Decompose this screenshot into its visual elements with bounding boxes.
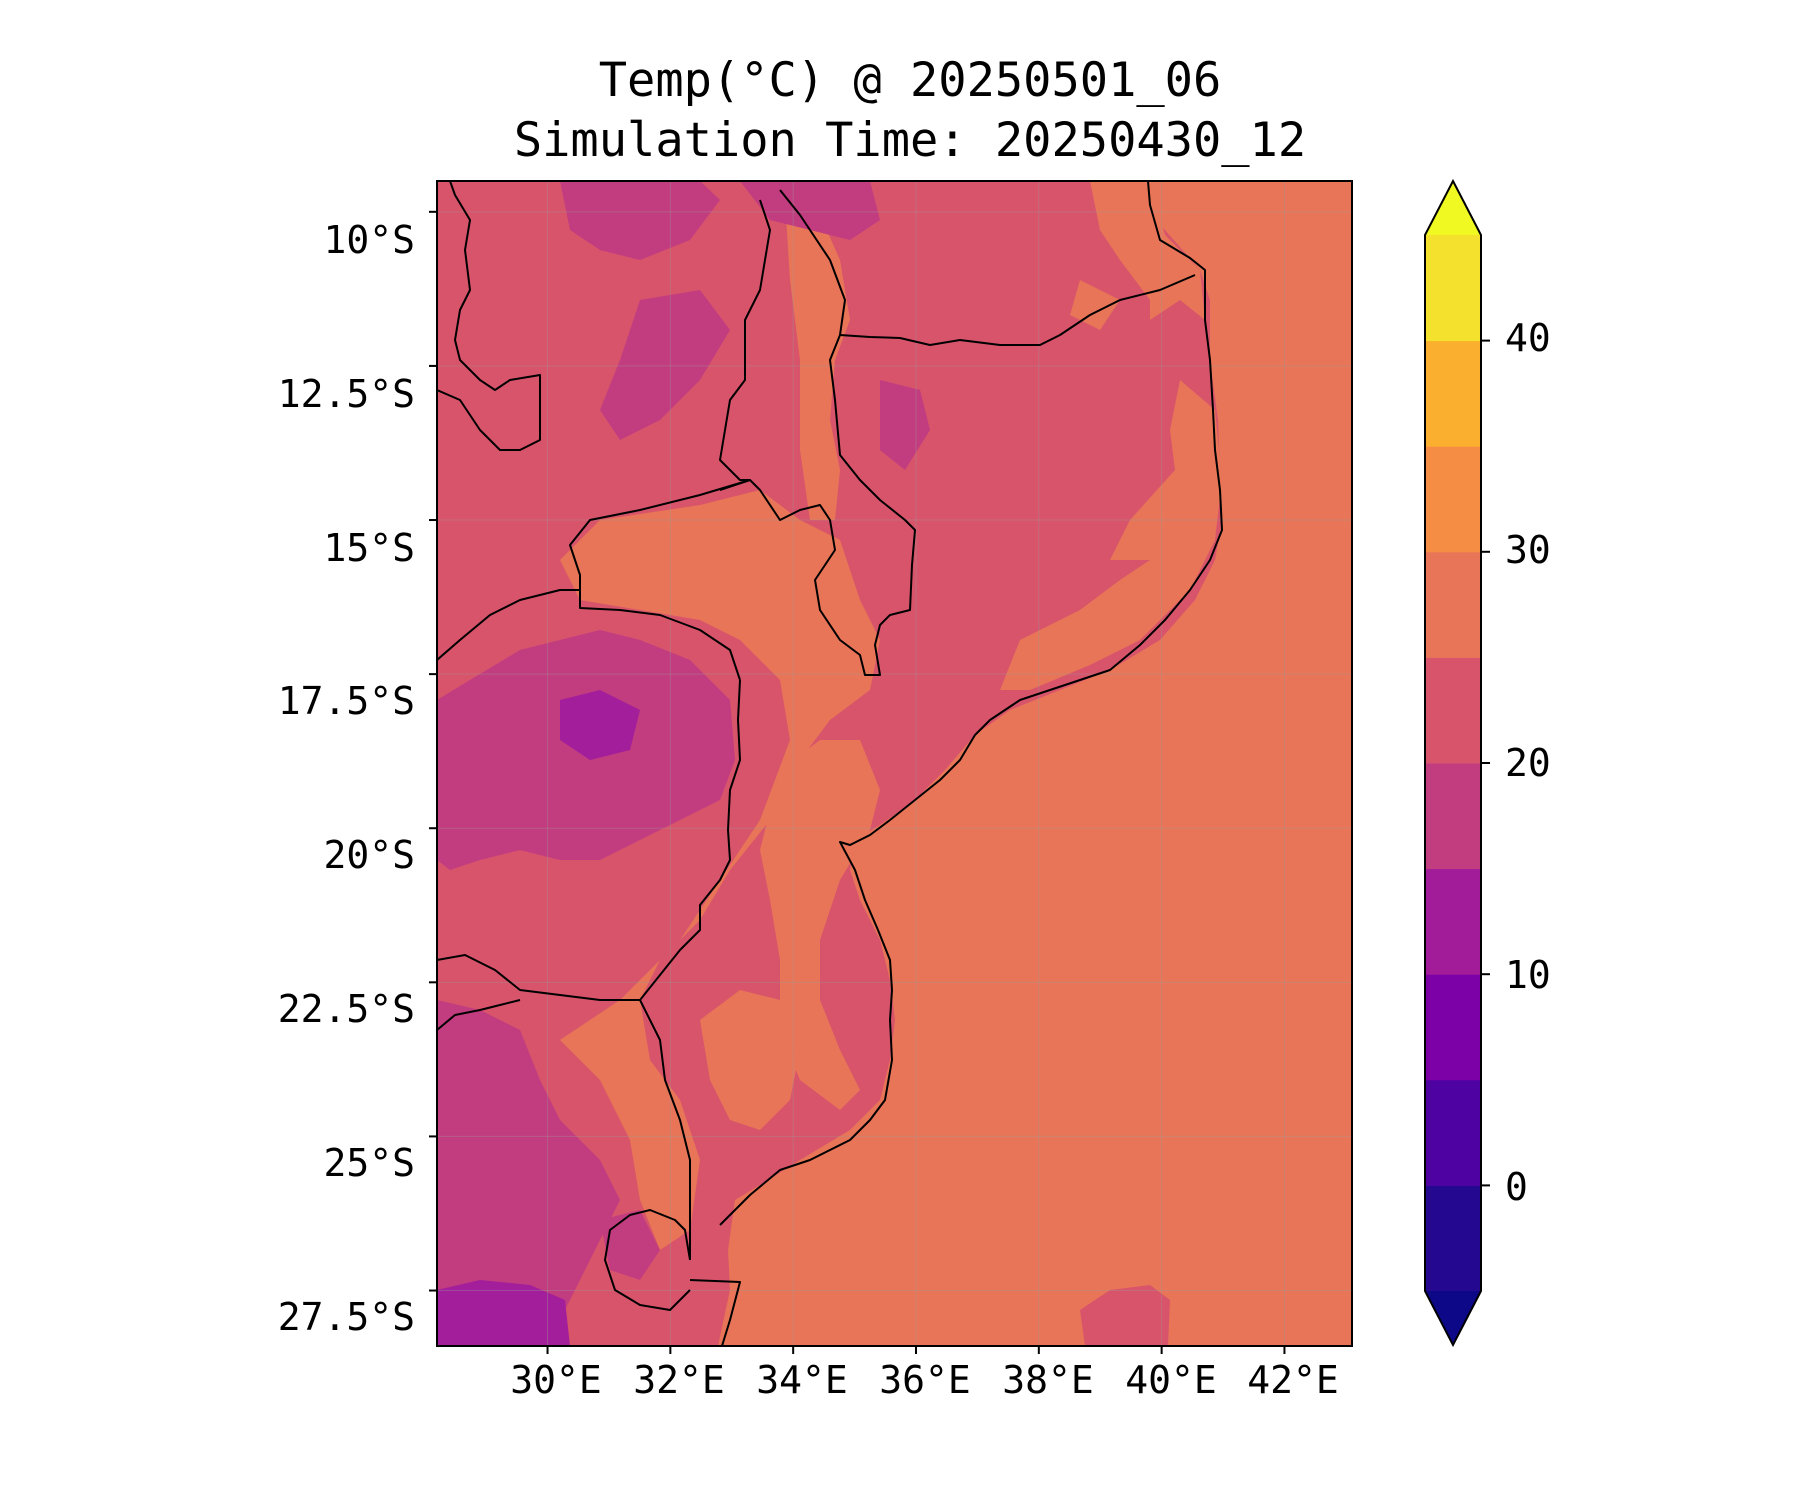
colorbar-segment [1425,551,1481,658]
border-zambia-north [437,181,541,451]
colorbar-tick-label: 10 [1505,953,1551,997]
colorbar-outline [1424,178,1482,1348]
lat-tick-label: 25°S [323,1141,415,1185]
colorbar-segment [1425,340,1481,447]
coastline [719,181,1223,1226]
lat-tick-label: 22.5°S [277,987,415,1031]
cold-southwest [437,1280,570,1346]
lon-tick-label: 42°E [1247,1358,1339,1402]
lon-tick-label: 36°E [879,1358,971,1402]
colorbar-segment [1425,868,1481,975]
map-title: Temp(°C) @ 20250501_06 [598,53,1222,108]
warm-interior-band [560,490,880,1250]
colorbar-segment [1425,1079,1481,1186]
colorbar-segment [1425,974,1481,1081]
colorbar-tick-label: 30 [1505,528,1551,572]
border-zambia-malawi [719,199,771,481]
axis-ticks [429,210,1286,1354]
colorbar-over-arrow [1425,181,1481,235]
lon-tick-label: 40°E [1125,1358,1217,1402]
border-malawi [719,189,916,676]
lat-tick-label: 17.5°S [277,679,415,723]
lon-tick-label: 30°E [510,1358,602,1402]
colorbar-under-arrow [1425,1291,1481,1345]
border-botswana [437,999,521,1031]
lat-tick-label: 15°S [323,526,415,570]
warm-valley [760,740,880,1110]
lat-tick-label: 20°S [323,833,415,877]
cool-zambia-streak [600,290,730,440]
warm-ne-patch [1070,280,1120,330]
lat-tick-label: 10°S [323,218,415,262]
colorbar-segment [1425,1185,1481,1292]
warm-coastal-belt [1000,380,1222,690]
colorbar-tick-label: 0 [1505,1165,1528,1209]
colorbar-segment [1425,657,1481,764]
border-south-africa [437,954,691,1260]
lat-tick-label: 12.5°S [277,372,415,416]
lat-tick-label: 27.5°S [277,1295,415,1339]
cool-malawi [880,380,930,470]
map-frame [436,180,1353,1347]
temperature-map [437,181,1352,1346]
lon-tick-label: 34°E [756,1358,848,1402]
cool-south [437,1000,620,1346]
cool-sea-patch [1080,1285,1170,1346]
border-mozambique-tanzania [839,274,1196,346]
borders [437,181,1223,1346]
border-zimbabwe-mozambique [639,679,741,1001]
border-eswatini [604,1209,691,1311]
map-subtitle: Simulation Time: 20250430_12 [513,113,1307,168]
colorbar-segment [1425,235,1481,342]
border-mozambique-south [689,1279,741,1346]
lon-tick-label: 32°E [633,1358,725,1402]
cool-north [560,181,720,260]
colorbar [1424,178,1490,1348]
lon-tick-label: 38°E [1002,1358,1094,1402]
border-tete-zambia [569,479,751,681]
colorbar-segment [1425,446,1481,553]
warm-malawi-band [785,200,850,520]
cold-zimbabwe-core [560,690,640,760]
colorbar-tick-label: 40 [1505,316,1551,360]
colorbar-tick-label: 20 [1505,741,1551,785]
cool-north-east [740,181,880,240]
warm-coastal-belt [1090,181,1205,320]
colorbar-segment [1425,763,1481,870]
warm-south-land [700,990,800,1130]
border-zambia-zimbabwe [437,589,580,661]
